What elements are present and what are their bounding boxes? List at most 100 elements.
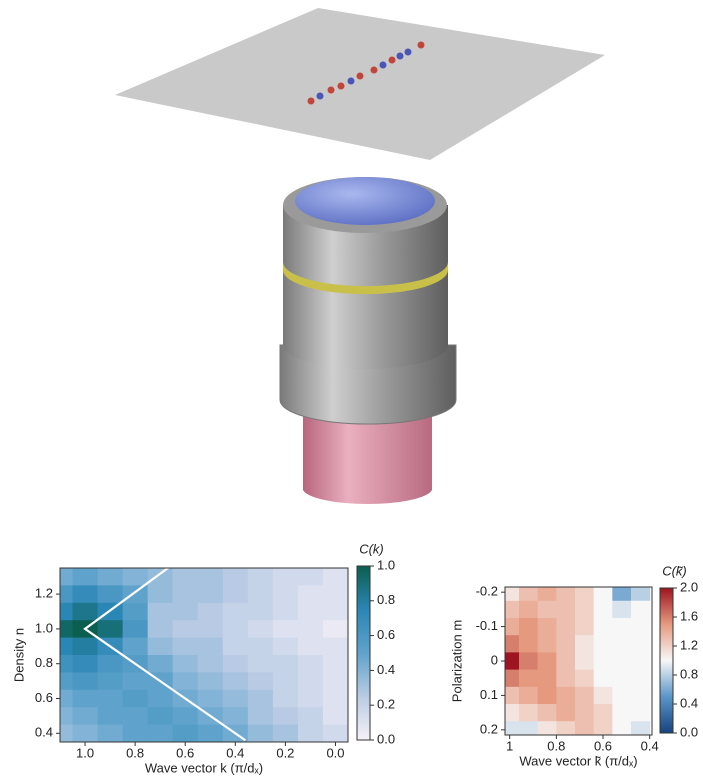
heatmap-cells	[505, 587, 651, 735]
heatmap-cell	[147, 724, 174, 742]
colorbar-tick-label: 1.2	[680, 637, 698, 652]
heatmap-cell	[97, 672, 124, 691]
y-tick-label: -0.1	[476, 618, 498, 633]
heatmap-cell	[537, 652, 557, 671]
heatmap-cell	[122, 620, 149, 639]
heatmap-cell	[222, 637, 249, 656]
heatmap-cell	[222, 602, 249, 621]
illustration	[115, 8, 605, 505]
heatmap-cell	[505, 652, 520, 671]
heatmap-cell	[537, 686, 557, 705]
heatmap-cell	[272, 724, 299, 742]
heatmap-cell	[537, 635, 557, 653]
heatmap-cell	[222, 689, 249, 708]
heatmap-cell	[505, 721, 520, 735]
heatmap-cell	[612, 669, 632, 688]
overlay-line	[83, 568, 246, 742]
heatmap-cell	[172, 602, 199, 621]
heatmap-cell	[72, 655, 99, 673]
colorbar-tick-label: 0.8	[377, 592, 395, 607]
heatmap-cell	[505, 669, 520, 688]
heatmap-cell	[72, 568, 99, 586]
heatmap-cell	[537, 587, 557, 602]
heatmap-cell	[97, 689, 124, 708]
heatmap-cell	[222, 655, 249, 673]
heatmap-cell	[172, 568, 199, 586]
heatmap-cell	[247, 637, 274, 656]
heatmap-cell	[72, 707, 99, 726]
heatmap-cell	[197, 655, 224, 673]
heatmap-cell	[556, 669, 576, 688]
heatmap-cell	[72, 585, 99, 604]
colorbar-tick-label: 0.2	[377, 697, 395, 712]
heatmap-cell	[60, 689, 74, 708]
heatmap-cell	[247, 724, 274, 742]
heatmap-cell	[631, 686, 651, 705]
heatmap-cell	[197, 689, 224, 708]
heatmap-cell	[122, 602, 149, 621]
heatmap-cell	[575, 587, 595, 602]
heatmap-cell	[519, 635, 539, 653]
x-tick-label: 0.8	[547, 738, 565, 753]
heatmap-cell	[612, 704, 632, 722]
atom-chain	[307, 41, 425, 105]
heatmap-cell	[505, 587, 520, 602]
heatmap-cell	[322, 724, 348, 742]
heatmap-cell	[197, 585, 224, 604]
heatmap-cell	[575, 600, 595, 619]
heatmap-cell	[537, 669, 557, 688]
heatmap-cell	[122, 707, 149, 726]
heatmap-cell	[575, 686, 595, 705]
objective-lens	[279, 177, 457, 505]
heatmap-cell	[60, 655, 74, 673]
heatmap-cell	[537, 721, 557, 735]
heatmap-cell	[60, 637, 74, 656]
colorbar-tick-label: 0.0	[680, 724, 698, 739]
colorbar-tick-label: 0.0	[377, 731, 395, 746]
y-tick-label: 0.2	[480, 721, 498, 736]
heatmap-cell	[297, 689, 324, 708]
heatmap-cell	[631, 587, 651, 602]
heatmap-cell	[575, 617, 595, 636]
heatmap-cell	[612, 600, 632, 619]
heatmap-cell	[222, 620, 249, 639]
heatmap-cell	[147, 585, 174, 604]
heatmap-cell	[147, 620, 174, 639]
x-tick-label: 0.6	[176, 745, 194, 760]
colorbar-label: C(k̃)	[662, 563, 687, 578]
heatmap-cell	[519, 652, 539, 671]
heatmap-cell	[631, 600, 651, 619]
heatmap-cell	[297, 568, 324, 586]
heatmap-cell	[575, 704, 595, 722]
heatmap-cell	[97, 724, 124, 742]
colorbar-tick-label: 0.8	[680, 666, 698, 681]
heatmap-cell	[593, 721, 613, 735]
heatmap-cell	[60, 602, 74, 621]
heatmap-cell	[60, 585, 74, 604]
heatmap-cell	[197, 620, 224, 639]
heatmap-cell	[505, 600, 520, 619]
heatmap-cell	[272, 655, 299, 673]
heatmap-cell	[172, 655, 199, 673]
heatmap-cell	[197, 568, 224, 586]
heatmap-cell	[519, 587, 539, 602]
heatmap-cell	[247, 655, 274, 673]
x-tick-label: 1	[506, 738, 513, 753]
heatmap-cell	[556, 652, 576, 671]
heatmap-cell	[593, 704, 613, 722]
heatmap-cell	[72, 724, 99, 742]
heatmap-cell	[122, 568, 149, 586]
heatmap-cell	[631, 635, 651, 653]
heatmap-cell	[147, 637, 174, 656]
colorbar-tick-label: 0.4	[680, 695, 698, 710]
heatmap-cell	[322, 637, 348, 656]
heatmap-cell	[172, 585, 199, 604]
heatmap-cell	[537, 617, 557, 636]
heatmap-cell	[575, 669, 595, 688]
heatmap-cell	[97, 585, 124, 604]
colorbar-tick-label: 2.0	[680, 579, 698, 594]
y-tick-label: 0.1	[480, 687, 498, 702]
heatmap-cell	[147, 568, 174, 586]
heatmap-cell	[556, 617, 576, 636]
heatmap-cell	[556, 704, 576, 722]
